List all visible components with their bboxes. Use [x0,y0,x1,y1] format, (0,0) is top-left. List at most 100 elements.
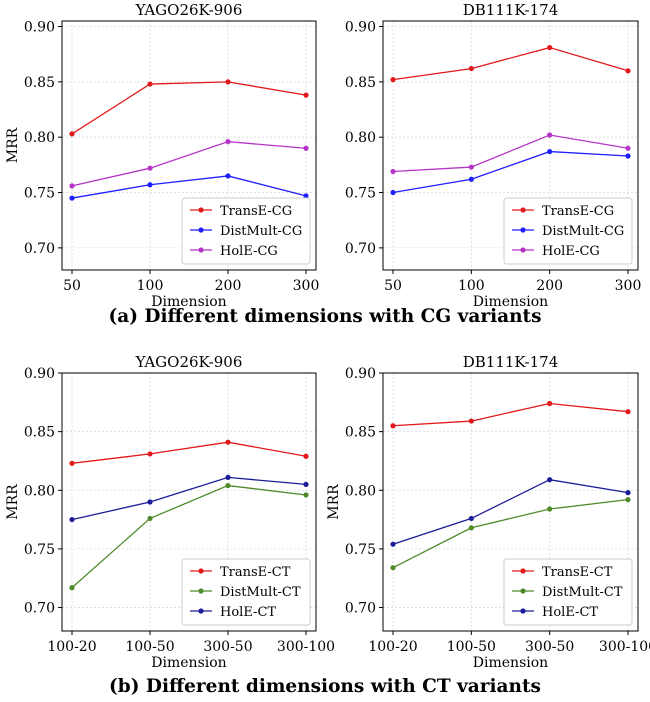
legend-label: TransE-CT [542,565,613,580]
series-transe-cg [69,79,309,137]
y-tick-label: 0.70 [24,601,55,617]
legend-item: HolE-CT [190,605,276,620]
x-tick-label: 100 [458,278,485,294]
y-tick-label: 0.80 [345,483,376,499]
series-transe-ct [69,439,309,466]
data-point [303,453,309,459]
data-point [303,481,309,488]
data-point [225,173,231,179]
legend: TransE-CT DistMult-CT HolE-CT [181,558,311,626]
x-axis-label: Dimension [151,294,226,310]
series-line [392,499,629,569]
data-point [625,68,631,74]
data-point [390,77,396,83]
legend-item: HolE-CG [190,244,278,259]
x-tick-label: 300 [615,278,642,294]
y-tick-label: 0.90 [24,366,55,382]
y-tick-label: 0.80 [24,483,55,499]
legend-label: DistMult-CG [220,224,302,239]
data-point [625,490,631,496]
y-axis-label: MRR [326,484,342,520]
data-point [303,492,309,498]
data-point [625,145,631,151]
y-tick-label: 0.75 [345,542,376,558]
legend-item: DistMult-CT [190,585,301,600]
x-tick-label: 300-100 [277,639,335,655]
legend: TransE-CG DistMult-CG HolE-CG [503,197,633,265]
x-tick-label: 100-20 [47,639,96,655]
data-point [225,79,231,85]
data-point [69,195,75,201]
legend-label: DistMult-CG [542,224,624,239]
series-hole-cg [69,139,309,189]
y-tick-label: 0.90 [345,366,376,382]
series-line [392,402,629,427]
data-point [69,460,75,466]
chart-1: 0.70 0.75 0.80 0.85 0.90 50 100 200 300 YAGO26K-9… [5,1,319,310]
series-distmult-cg [390,148,631,196]
legend-box [503,558,633,626]
legend-label: TransE-CG [542,204,614,219]
caption-a: (a) Different dimensions with CG variant… [108,306,541,327]
y-tick-label: 0.75 [24,542,55,558]
y-tick-label: 0.70 [24,241,55,257]
legend-box [503,197,633,265]
data-point [147,499,153,505]
legend-marker [520,207,526,213]
x-tick-label: 200 [536,278,563,294]
legend-box [181,558,311,626]
x-tick-label: 100 [137,278,164,294]
data-point [147,451,153,457]
chart-title: DB111K-174 [463,1,559,19]
data-point [147,182,153,188]
plot-frame [61,20,317,271]
x-tick-label: 100-50 [125,639,174,655]
data-point [547,148,553,155]
y-tick-label: 0.85 [24,75,55,91]
data-point [468,65,474,72]
series-line [392,479,629,545]
legend-marker [520,568,526,574]
data-point [547,506,553,512]
data-point [625,409,631,415]
data-point [147,81,153,87]
data-point [225,439,231,445]
data-point [390,565,396,571]
legend-label: TransE-CG [220,204,292,219]
data-point [468,525,474,531]
data-point [69,585,75,591]
y-tick-label: 0.70 [345,601,376,617]
series-hole-ct [390,477,631,547]
x-axis-label: Dimension [151,655,226,671]
series-line [392,150,629,194]
series-distmult-ct [69,482,309,591]
x-tick-label: 50 [63,278,81,294]
legend-label: HolE-CT [220,605,276,620]
legend-marker [520,608,526,614]
y-tick-label: 0.85 [345,425,376,441]
data-point [303,193,309,199]
data-point [547,477,553,483]
data-point [390,541,396,547]
series-transe-cg [390,44,631,83]
data-point [625,497,631,503]
legend-marker [198,227,204,233]
series-line [71,441,307,464]
y-tick-label: 0.90 [345,20,376,36]
y-tick-label: 0.80 [345,130,376,146]
data-point [468,515,474,522]
data-point [468,176,474,182]
chart-title: YAGO26K-906 [135,353,243,371]
data-point [547,44,553,51]
series-line [71,175,307,199]
series-distmult-ct [390,497,631,571]
chart-4: 0.70 0.75 0.80 0.85 0.90 100-20 100-50 300-50 30… [326,353,650,671]
legend: TransE-CG DistMult-CG HolE-CG [181,197,311,265]
data-point [390,168,396,175]
legend-box [181,197,311,265]
legend-label: DistMult-CT [542,585,623,600]
series-line [71,81,307,135]
legend-label: HolE-CG [542,244,600,259]
data-point [468,418,474,424]
legend-item: DistMult-CG [512,224,624,239]
